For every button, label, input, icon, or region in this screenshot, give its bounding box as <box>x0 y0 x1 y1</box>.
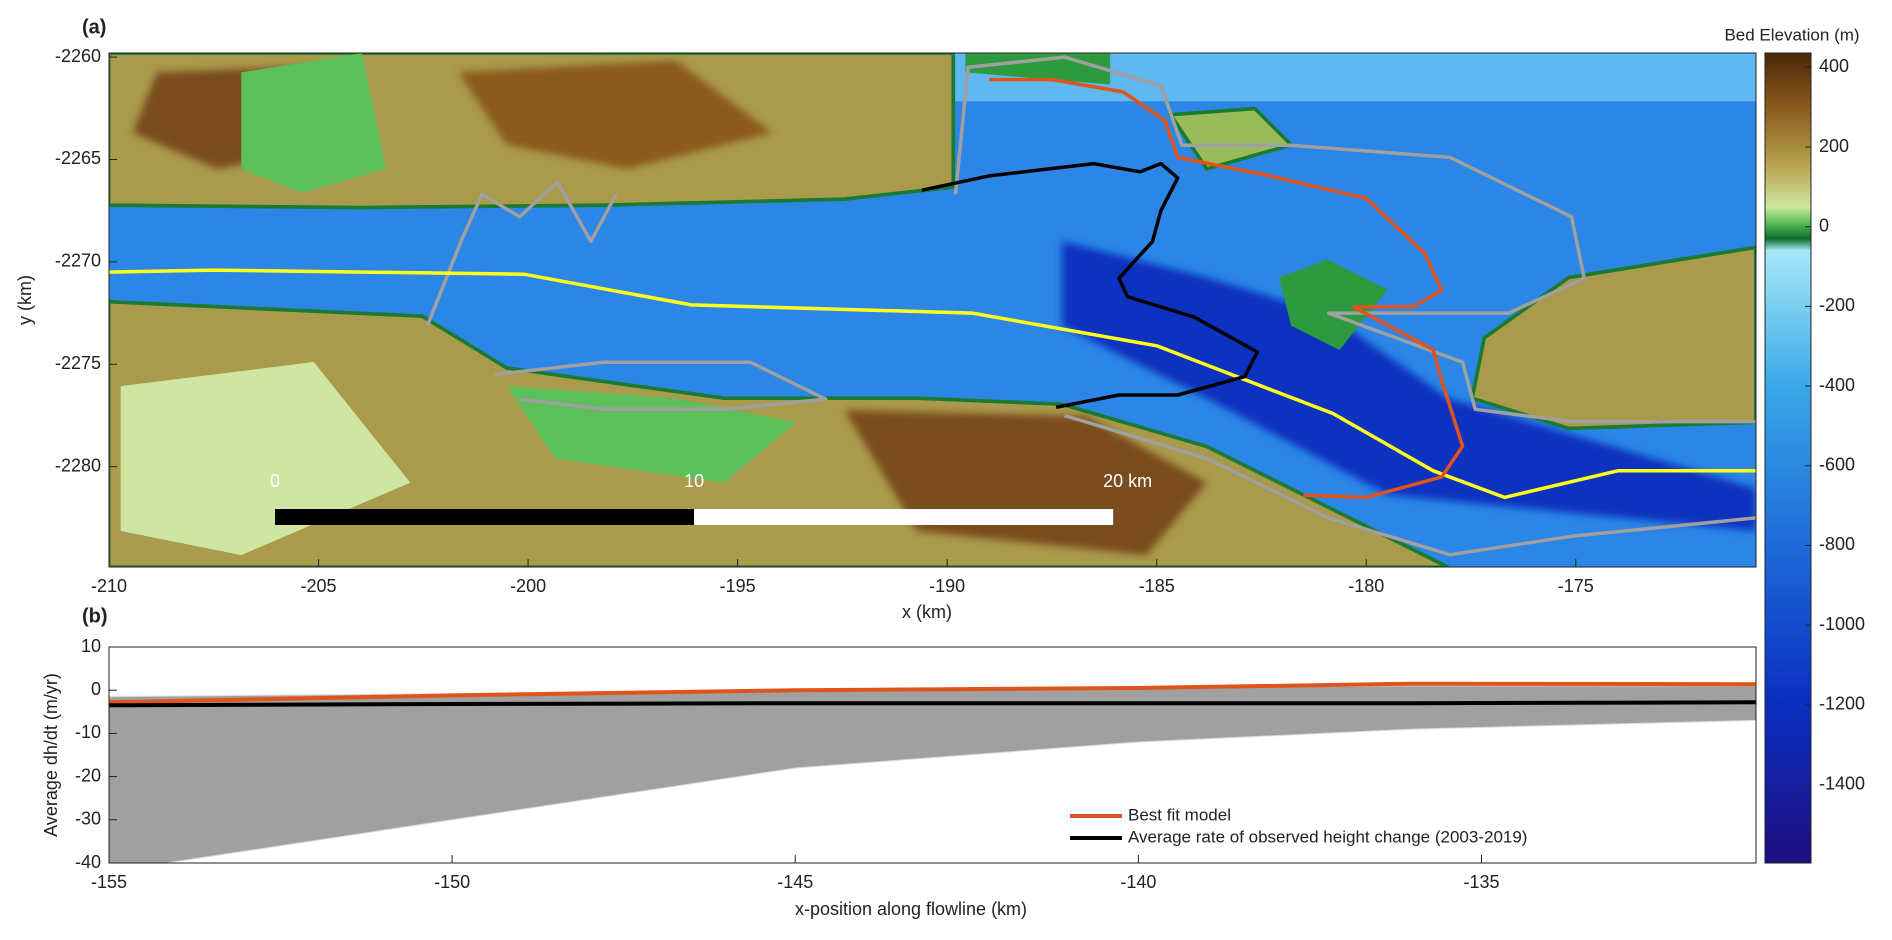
y-tick-label: -2275 <box>55 353 101 373</box>
low-land <box>241 53 387 194</box>
x-axis-label: x-position along flowline (km) <box>795 899 1027 919</box>
x-tick-label: -205 <box>301 576 337 596</box>
deep-channel <box>1061 241 1756 531</box>
scale-bar-segment <box>694 509 1114 525</box>
front-line <box>425 180 618 327</box>
colorbar-tick-label: -1000 <box>1819 614 1865 634</box>
y-tick-label: -2270 <box>55 251 101 271</box>
y-axis-label: Average dh/dt (m/yr) <box>41 673 61 837</box>
y-axis-label: y (km) <box>15 275 35 325</box>
x-tick-label: -150 <box>434 872 470 892</box>
y-tick-label: -30 <box>75 809 101 829</box>
high-land <box>458 60 773 169</box>
x-tick-label: -175 <box>1558 576 1594 596</box>
x-tick-label: -200 <box>510 576 546 596</box>
colorbar-tick-label: -400 <box>1819 375 1855 395</box>
x-tick-label: -210 <box>91 576 127 596</box>
map-background <box>109 53 1756 567</box>
x-axis-label: x (km) <box>902 602 952 622</box>
y-tick-label: -2280 <box>55 455 101 475</box>
panel-label: (a) <box>82 16 106 38</box>
x-tick-label: -145 <box>777 872 813 892</box>
scale-bar-segment <box>275 509 695 525</box>
colorbar-tick-label: -1400 <box>1819 773 1865 793</box>
scale-bar-label: 20 km <box>1103 471 1152 491</box>
colorbar-tick-label: 200 <box>1819 136 1849 156</box>
low-land <box>120 362 411 556</box>
y-tick-label: -20 <box>75 765 101 785</box>
colorbar-tick-label: -1200 <box>1819 694 1865 714</box>
front-line <box>1063 413 1756 557</box>
colorbar-tick-label: 400 <box>1819 56 1849 76</box>
y-tick-label: -10 <box>75 722 101 742</box>
x-tick-label: -185 <box>1139 576 1175 596</box>
front-line <box>494 360 828 412</box>
colorbar <box>1764 52 1812 864</box>
y-tick-label: -2265 <box>55 148 101 168</box>
front-line <box>953 55 1756 424</box>
x-tick-label: -135 <box>1463 872 1499 892</box>
legend-label: Best fit model <box>1128 805 1231 824</box>
island <box>1279 259 1388 350</box>
x-tick-label: -140 <box>1120 872 1156 892</box>
colorbar-tick-label: -200 <box>1819 295 1855 315</box>
series-line <box>109 681 1756 705</box>
map-lines <box>109 55 1756 557</box>
x-tick-label: -195 <box>720 576 756 596</box>
series-line <box>109 700 1756 708</box>
y-tick-label: 0 <box>91 679 101 699</box>
colorbar-tick-label: -800 <box>1819 534 1855 554</box>
colorbar-label: Bed Elevation (m) <box>1724 25 1859 44</box>
scale-bar-label: 10 <box>684 471 704 491</box>
colorbar-tick-label: -600 <box>1819 455 1855 475</box>
legend-label: Average rate of observed height change (… <box>1128 827 1527 846</box>
axes-frame <box>108 646 1757 864</box>
y-tick-label: -2260 <box>55 46 101 66</box>
x-tick-label: -180 <box>1348 576 1384 596</box>
front-line <box>109 268 1756 500</box>
terrain <box>109 53 1756 567</box>
scale-bar-label: 0 <box>270 471 280 491</box>
front-line <box>921 161 1260 410</box>
plot-lines <box>109 681 1756 863</box>
panel-label: (b) <box>82 605 108 627</box>
axes-frame <box>108 52 1757 568</box>
y-tick-label: -40 <box>75 852 101 872</box>
x-tick-label: -190 <box>929 576 965 596</box>
front-line <box>989 77 1465 500</box>
colorbar-tick-label: 0 <box>1819 215 1829 235</box>
x-tick-label: -155 <box>91 872 127 892</box>
y-tick-label: 10 <box>81 636 101 656</box>
